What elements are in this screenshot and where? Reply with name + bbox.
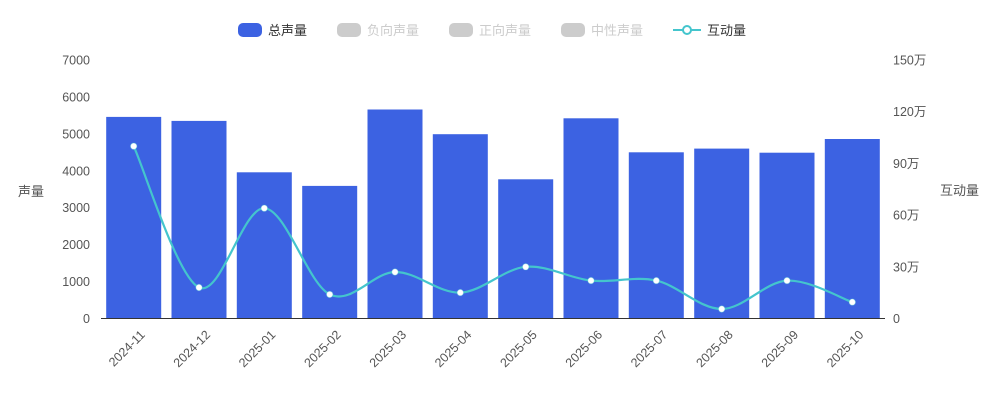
- right-axis-tick: 30万: [893, 260, 919, 274]
- x-axis-label: 2024-12: [171, 328, 213, 370]
- right-axis-tick: 120万: [893, 105, 926, 119]
- line-point-2025-07[interactable]: [652, 276, 660, 285]
- bar-2025-09[interactable]: [759, 152, 815, 319]
- legend-item-neutral-volume[interactable]: 中性声量: [561, 20, 643, 39]
- bar-2025-03[interactable]: [367, 109, 423, 319]
- legend-item-label: 总声量: [267, 23, 307, 38]
- x-axis-label: 2025-03: [367, 328, 409, 370]
- x-axis-label: 2025-08: [693, 328, 735, 370]
- left-axis-tick: 4000: [62, 164, 90, 178]
- x-axis-label: 2025-05: [497, 328, 539, 370]
- legend-item-negative-volume[interactable]: 负向声量: [336, 20, 419, 39]
- bar-swatch-icon: [336, 22, 361, 37]
- left-axis-tick: 7000: [62, 54, 90, 68]
- legend-item-total-volume[interactable]: 总声量: [237, 20, 307, 39]
- legend: 总声量 负向声量 正向声量 中性声量 互动量: [0, 20, 984, 39]
- legend-item-label: 互动量: [707, 23, 747, 38]
- right-axis-tick: 90万: [893, 157, 919, 171]
- left-axis-title: 声量: [18, 184, 45, 199]
- bar-2025-08[interactable]: [694, 148, 750, 319]
- right-axis-title: 互动量: [939, 183, 979, 198]
- bar-2024-11[interactable]: [106, 116, 162, 319]
- x-axis-label: 2025-01: [236, 328, 278, 370]
- left-axis-tick: 3000: [62, 201, 90, 215]
- left-axis-tick: 0: [83, 312, 90, 326]
- x-axis-label: 2025-04: [432, 328, 474, 370]
- x-axis-label: 2025-09: [759, 328, 801, 370]
- bar-2025-05[interactable]: [498, 179, 554, 319]
- legend-item-label: 负向声量: [366, 23, 419, 38]
- right-axis-tick: 60万: [893, 209, 919, 223]
- line-point-2024-12[interactable]: [195, 283, 203, 292]
- right-axis-tick: 150万: [893, 54, 926, 68]
- bar-2025-02[interactable]: [302, 185, 358, 319]
- line-point-2025-01[interactable]: [260, 204, 268, 212]
- left-axis-tick: 6000: [62, 90, 90, 104]
- line-point-2025-03[interactable]: [391, 268, 399, 276]
- line-point-2025-02[interactable]: [326, 290, 334, 299]
- line-point-2025-09[interactable]: [783, 276, 791, 285]
- bar-swatch-icon: [237, 22, 262, 37]
- line-point-2025-10[interactable]: [848, 298, 856, 306]
- bar-2025-06[interactable]: [563, 118, 619, 319]
- line-point-2025-08[interactable]: [718, 305, 726, 313]
- line-point-2025-06[interactable]: [587, 276, 595, 285]
- legend-item-interaction[interactable]: 互动量: [673, 20, 746, 39]
- left-axis-tick: 2000: [62, 238, 90, 252]
- line-marker-icon: [673, 23, 702, 37]
- legend-item-label: 正向声量: [478, 23, 531, 38]
- x-axis-label: 2025-07: [628, 328, 670, 370]
- bar-2025-01[interactable]: [236, 172, 292, 319]
- line-point-2025-04[interactable]: [456, 288, 464, 297]
- bar-swatch-icon: [448, 22, 473, 37]
- line-point-2025-05[interactable]: [522, 263, 530, 271]
- x-axis-label: 2025-10: [824, 328, 866, 370]
- legend-item-positive-volume[interactable]: 正向声量: [448, 20, 531, 39]
- x-axis-label: 2024-11: [106, 328, 148, 370]
- line-point-2024-11[interactable]: [130, 142, 138, 150]
- left-axis-tick: 1000: [62, 275, 90, 289]
- bar-swatch-icon: [561, 22, 585, 37]
- bar-2025-10[interactable]: [824, 139, 880, 319]
- bar-2025-07[interactable]: [628, 152, 684, 319]
- left-axis-tick: 5000: [62, 127, 90, 141]
- x-axis-label: 2025-02: [301, 328, 343, 370]
- legend-item-label: 中性声量: [591, 23, 644, 38]
- right-axis-tick: 0: [893, 312, 900, 326]
- x-axis-label: 2025-06: [563, 328, 605, 370]
